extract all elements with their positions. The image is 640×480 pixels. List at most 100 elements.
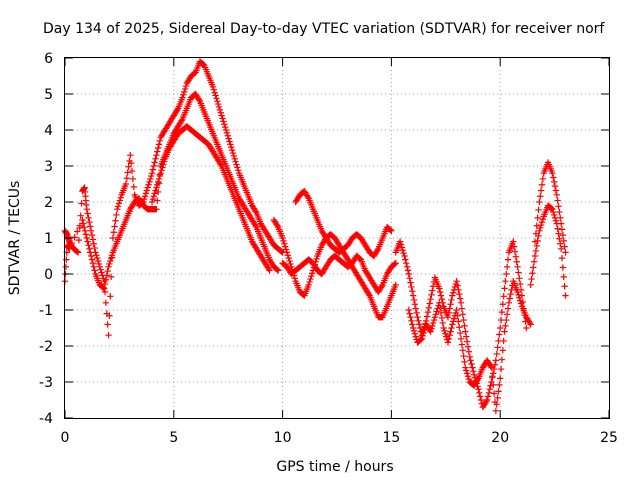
data-point-marker [489,373,496,380]
data-point-marker [117,194,124,201]
y-axis-title: SDTVAR / TECUs [7,181,23,296]
data-points [61,58,569,414]
data-point-marker [429,287,436,294]
data-point-marker [274,266,281,273]
data-point-marker [408,317,415,324]
x-tick-label: 20 [491,430,509,446]
data-point-marker [151,159,158,166]
data-point-marker [78,200,85,207]
data-point-marker [504,305,512,312]
data-point-marker [141,193,149,200]
data-point-marker [497,324,504,332]
data-point-marker [100,284,107,291]
data-point-marker [291,275,298,282]
data-point-marker [549,170,556,177]
data-point-marker [506,295,513,302]
data-point-marker [468,360,475,368]
data-point-marker [235,167,242,174]
data-point-marker [554,197,561,204]
data-point-marker [71,234,78,241]
data-point-marker [180,91,187,98]
data-point-marker [220,118,227,125]
data-point-marker [516,294,523,301]
data-point-marker [537,224,544,232]
data-point-marker [552,217,560,224]
data-point-marker [497,365,505,373]
data-point-marker [285,254,292,262]
data-point-marker [417,336,425,343]
data-point-marker [153,184,160,191]
data-point-marker [555,230,562,237]
data-point-marker [155,175,163,183]
data-point-marker [539,216,547,223]
data-point-marker [412,333,419,340]
data-point-marker [407,314,414,321]
data-point-marker [77,212,84,219]
data-point-marker [445,309,453,317]
data-point-marker [411,330,419,337]
data-point-marker [514,288,521,296]
data-point-marker [219,115,226,122]
data-point-marker [149,166,157,173]
data-point-marker [458,341,466,348]
x-axis-ticks: 0 5 10 15 20 25 [61,58,618,446]
data-point-marker [127,152,134,159]
data-point-marker [228,146,236,154]
data-point-marker [530,264,537,271]
data-point-marker [88,256,96,263]
data-point-marker [459,347,466,354]
data-point-marker [374,247,381,254]
data-point-marker [305,281,312,288]
data-point-marker [526,319,533,327]
data-point-marker [427,296,434,303]
y-tick-label: 0 [44,267,53,283]
data-point-marker [102,276,110,283]
data-point-marker [398,244,406,251]
data-point-marker [278,248,285,255]
data-point-marker [226,138,233,145]
data-point-marker [86,245,93,252]
data-point-marker [457,335,465,342]
data-point-marker [123,175,130,182]
data-point-marker [83,234,90,242]
data-point-marker [517,300,525,307]
data-point-marker [409,321,416,328]
data-point-marker [551,214,559,222]
data-point-marker [101,288,109,296]
data-point-marker [66,245,73,252]
data-point-marker [447,301,454,308]
data-point-marker [365,290,372,298]
data-point-marker [430,316,438,324]
data-point-marker [214,98,221,105]
data-point-marker [454,282,461,289]
data-point-marker [86,218,93,226]
data-point-marker [142,190,150,197]
data-point-marker [217,109,225,116]
data-point-marker [446,305,453,312]
data-point-marker [107,257,114,265]
data-point-marker [503,311,511,318]
data-point-marker [511,248,519,255]
data-point-marker [104,321,111,328]
y-tick-label: 5 [44,87,53,103]
data-point-marker [505,299,513,306]
data-point-marker [378,283,386,290]
data-point-marker [227,141,234,148]
data-point-marker [83,206,90,213]
data-point-marker [464,373,472,380]
data-point-marker [504,256,512,263]
data-point-marker [68,239,76,247]
data-point-marker [483,396,491,404]
data-point-marker [153,206,160,213]
data-point-marker [557,240,564,247]
data-point-marker [494,344,501,351]
data-point-marker [442,330,449,337]
data-point-marker [252,208,259,215]
data-point-marker [466,353,473,360]
data-point-marker [87,223,94,230]
data-point-marker [539,175,547,183]
data-point-marker [130,183,137,191]
data-point-marker [449,289,457,296]
data-point-marker [129,175,137,183]
data-point-marker [503,316,510,324]
